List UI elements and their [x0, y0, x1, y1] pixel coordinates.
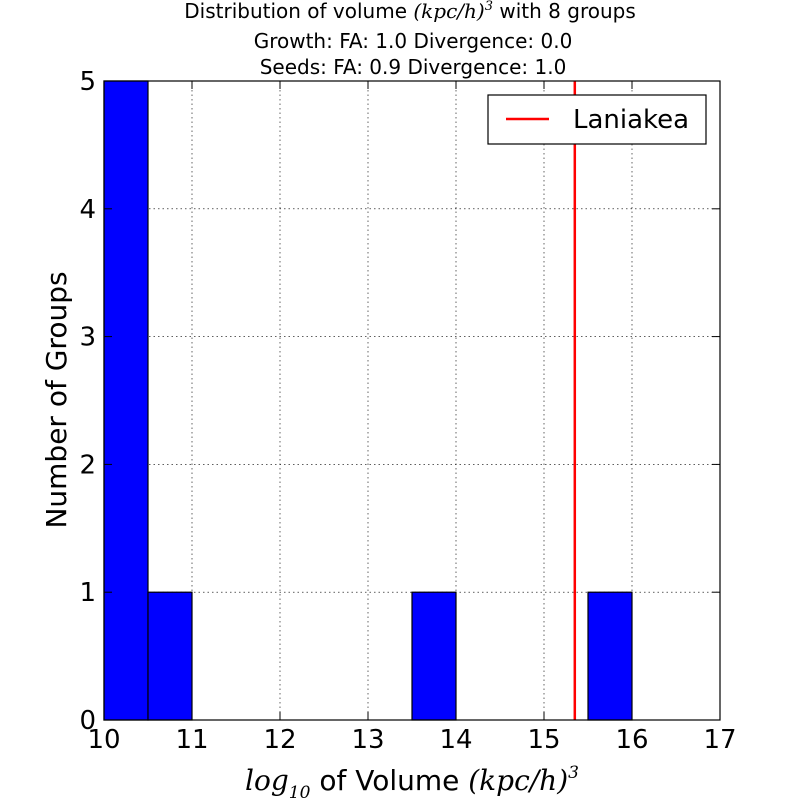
- x-tick-label: 15: [527, 725, 560, 755]
- title-math: (kpc/h): [413, 0, 484, 23]
- histogram-bar: [103, 80, 149, 721]
- y-tick-label: 2: [79, 450, 96, 480]
- title-line-1: Distribution of volume (kpc/h)3 with 8 g…: [184, 0, 636, 23]
- x-label-sup: 3: [568, 763, 579, 783]
- x-tick-label: 11: [175, 725, 208, 755]
- y-tick-label: 0: [79, 706, 96, 736]
- legend-label-laniakea: Laniakea: [573, 105, 689, 135]
- x-label-math: (kpc/h): [468, 764, 568, 797]
- title-prefix: Distribution of volume: [184, 0, 413, 23]
- title-line-3: Seeds: FA: 0.9 Divergence: 1.0: [260, 55, 567, 79]
- y-tick-label: 1: [79, 578, 96, 608]
- plot-frame: [103, 80, 721, 721]
- axis-ticks: [103, 80, 721, 721]
- x-tick-label: 17: [703, 725, 736, 755]
- y-tick-label: 3: [79, 323, 96, 353]
- title-suffix: with 8 groups: [493, 0, 636, 23]
- x-tick-label: 13: [351, 725, 384, 755]
- x-label-text: of Volume: [310, 764, 468, 797]
- x-axis-label: log10 of Volume (kpc/h)3: [245, 763, 579, 800]
- y-axis-label: Number of Groups: [40, 271, 73, 528]
- x-label-log: log: [245, 764, 289, 797]
- title-sup: 3: [485, 0, 493, 14]
- legend: Laniakea: [487, 94, 707, 145]
- x-tick-label: 12: [263, 725, 296, 755]
- y-tick-labels: 0 1 2 3 4 5: [79, 67, 96, 736]
- x-tick-label: 14: [439, 725, 472, 755]
- x-label-sub: 10: [289, 783, 311, 800]
- y-tick-label: 4: [79, 195, 96, 225]
- histogram-bar: [411, 591, 457, 721]
- chart-title: Distribution of volume (kpc/h)3 with 8 g…: [184, 0, 636, 79]
- histogram-bar: [147, 591, 193, 721]
- histogram-bar: [587, 591, 633, 721]
- title-line-2: Growth: FA: 1.0 Divergence: 0.0: [254, 29, 573, 53]
- x-tick-label: 10: [87, 725, 120, 755]
- x-tick-label: 16: [615, 725, 648, 755]
- x-tick-labels: 10 11 12 13 14 15 16 17: [87, 725, 736, 755]
- y-tick-label: 5: [79, 67, 96, 97]
